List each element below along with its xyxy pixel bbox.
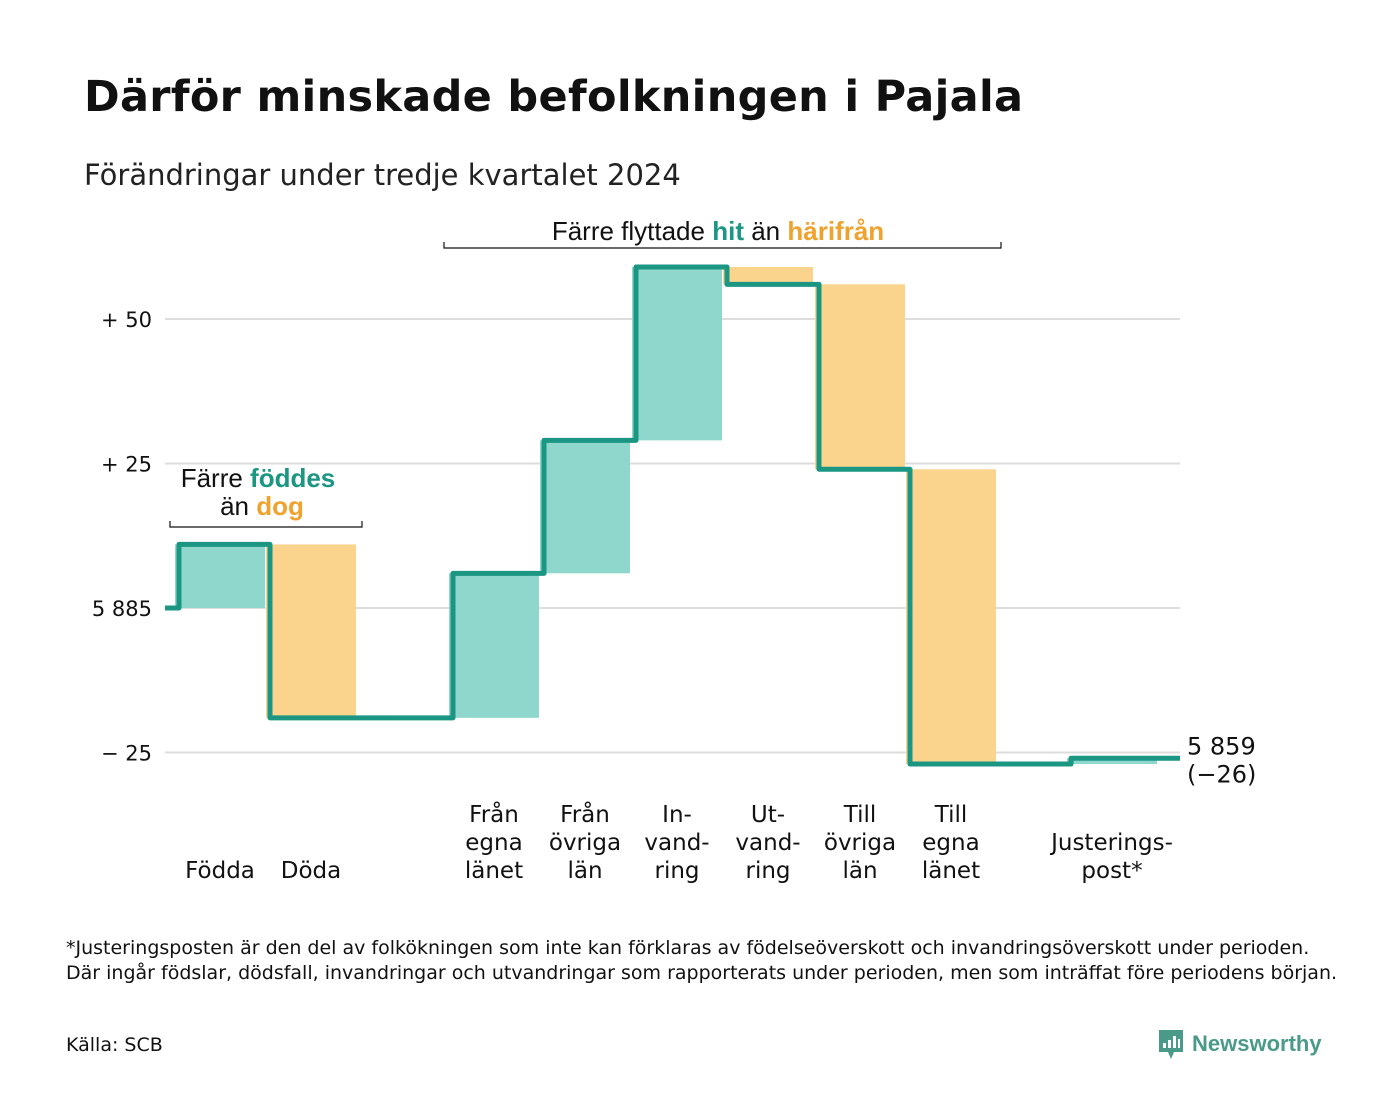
annotation-part: Färre flyttade xyxy=(552,216,712,246)
annotation-part: än xyxy=(744,216,787,246)
x-label-line: vand- xyxy=(644,830,709,856)
bar-utvandring xyxy=(723,266,813,285)
bar-invandring xyxy=(632,266,722,441)
footnote: *Justeringsposten är den del av folkökni… xyxy=(66,937,1338,984)
annotation-births: Färre föddes än dog xyxy=(181,463,336,521)
end-value-label: 5 859 xyxy=(1187,732,1256,760)
bar-fran-egna-lanet xyxy=(449,573,539,718)
annotation-migration: Färre flyttade hit än härifrån xyxy=(552,216,884,246)
x-label-line: län xyxy=(567,858,602,884)
x-label-line: ring xyxy=(654,858,699,884)
annotation-part: dog xyxy=(256,491,304,521)
waterfall-chart: + 50 + 25 5 885 − 25 5 859(−26) Födda Döda Från… xyxy=(92,216,1257,884)
chart-subtitle: Förändringar under tredje kvartalet 2024 xyxy=(84,158,681,192)
x-label-line: Till xyxy=(934,802,968,828)
end-change-label: (−26) xyxy=(1187,760,1256,788)
brand-logo: Newsworthy xyxy=(1158,1028,1322,1060)
x-label-line: egna xyxy=(922,830,979,856)
x-label-line: övriga xyxy=(824,830,896,856)
x-label-fodda: Födda xyxy=(185,858,255,884)
bar-till-egna-lanet xyxy=(906,469,996,765)
annotation-part: än xyxy=(220,491,256,521)
bar-justeringspost xyxy=(1067,758,1157,765)
x-label-utvandring: Ut-vand-ring xyxy=(735,802,800,884)
bars xyxy=(175,266,1157,765)
bar-fodda xyxy=(175,544,265,608)
x-label-line: Justerings- xyxy=(1049,830,1173,856)
annotation-part: föddes xyxy=(250,463,335,493)
x-label-line: Ut- xyxy=(751,802,785,828)
x-label-till-ovriga-lan: Till övriga län xyxy=(824,802,896,884)
x-label-line: ring xyxy=(745,858,790,884)
bar-fran-ovriga-lan xyxy=(540,440,630,574)
cumulative-line xyxy=(165,264,1180,767)
annotation-part: Färre xyxy=(181,463,250,493)
chart-title: Därför minskade befolkningen i Pajala xyxy=(84,72,1024,122)
annotation-part: härifrån xyxy=(787,216,884,246)
x-label-line: Döda xyxy=(281,858,341,884)
y-tick-label: + 25 xyxy=(101,453,152,477)
brand-name: Newsworthy xyxy=(1192,1031,1322,1056)
x-label-line: övriga xyxy=(549,830,621,856)
x-label-invandring: In-vand-ring xyxy=(644,802,709,884)
x-label-line: egna xyxy=(465,830,522,856)
x-label-line: Till xyxy=(843,802,877,828)
y-tick-label: − 25 xyxy=(101,742,152,766)
x-label-line: Från xyxy=(469,800,519,828)
y-tick-label: 5 885 xyxy=(92,597,152,621)
x-label-line: länet xyxy=(922,858,980,884)
newsworthy-logo-icon xyxy=(1159,1030,1183,1059)
x-label-line: län xyxy=(842,858,877,884)
annotation-part: hit xyxy=(712,216,744,246)
x-label-fran-egna-lanet: Från egna länet xyxy=(465,800,523,884)
y-tick-label: + 50 xyxy=(101,308,152,332)
x-label-justeringspost: Justerings-post* xyxy=(1049,830,1173,884)
x-label-line: In- xyxy=(662,802,692,828)
x-label-line: vand- xyxy=(735,830,800,856)
x-label-doda: Döda xyxy=(281,858,341,884)
x-label-line: länet xyxy=(465,858,523,884)
bar-doda xyxy=(266,544,356,718)
source-credit: Källa: SCB xyxy=(66,1034,163,1056)
x-label-fran-ovriga-lan: Från övriga län xyxy=(549,800,621,884)
x-label-line: Från xyxy=(560,800,610,828)
x-label-line: Födda xyxy=(185,858,255,884)
x-label-till-egna-lanet: Till egna länet xyxy=(922,802,980,884)
bar-till-ovriga-lan xyxy=(815,284,905,470)
annotation-migration-bracket xyxy=(443,242,1002,249)
x-label-line: post* xyxy=(1081,858,1142,884)
annotation-births-bracket xyxy=(169,521,363,528)
